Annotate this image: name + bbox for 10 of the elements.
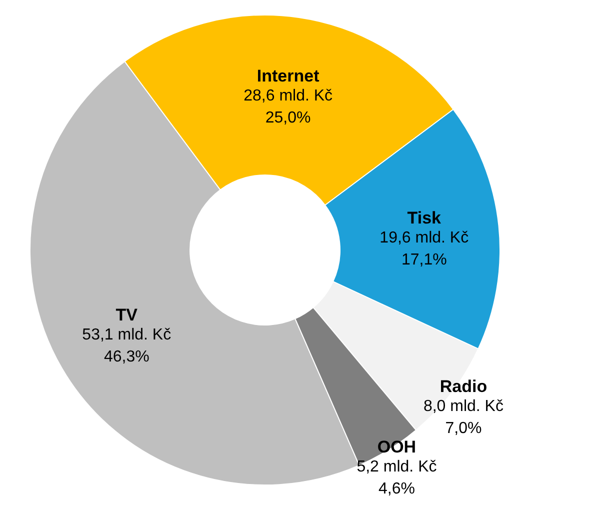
slice-label: OOH bbox=[377, 437, 416, 456]
slice-label: Internet bbox=[256, 66, 320, 86]
data-label: 28,6 mld. Kč 25,0% bbox=[244, 88, 333, 127]
slice-label: Radio bbox=[440, 377, 488, 396]
data-label: 19,6 mld. Kč 17,1% bbox=[380, 229, 469, 268]
data-label: 53,1 mld. Kč 46,3% bbox=[82, 326, 172, 366]
slice-label: TV bbox=[116, 305, 138, 324]
data-label: 5,2 mld. Kč 4,6% bbox=[356, 458, 437, 498]
slice-label: Tisk bbox=[407, 208, 442, 228]
data-label: 8,0 mld. Kč 7,0% bbox=[423, 398, 504, 438]
